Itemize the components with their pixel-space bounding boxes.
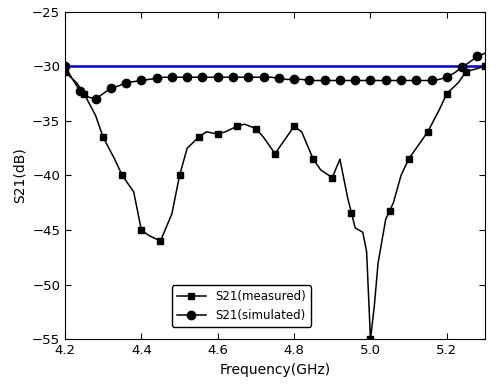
Legend: S21(measured), S21(simulated): S21(measured), S21(simulated) bbox=[172, 285, 311, 327]
X-axis label: Frequency(GHz): Frequency(GHz) bbox=[220, 363, 330, 377]
Y-axis label: S21(dB): S21(dB) bbox=[12, 148, 26, 203]
